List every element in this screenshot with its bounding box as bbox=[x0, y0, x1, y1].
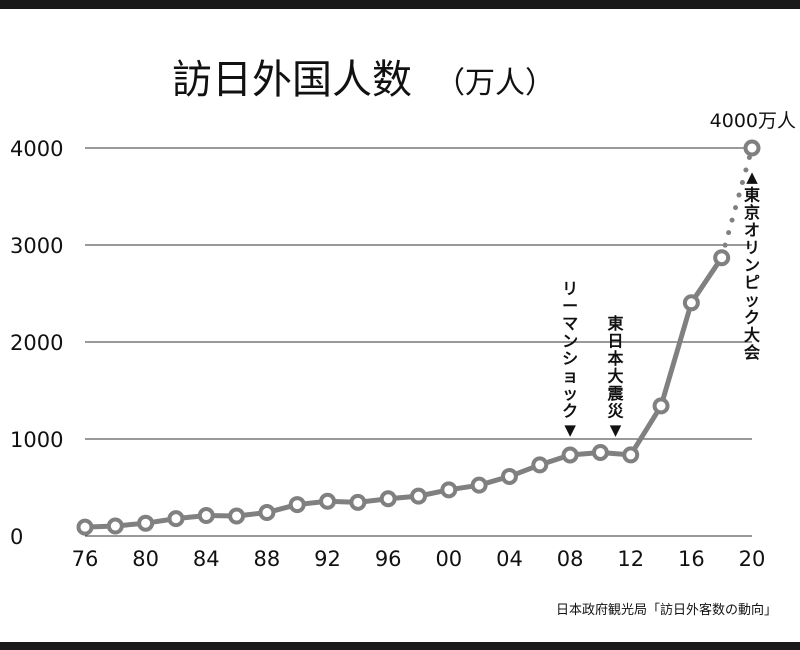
series-points bbox=[76, 139, 761, 536]
x-tick-label-00: 00 bbox=[435, 547, 462, 571]
data-point-2012 bbox=[622, 446, 640, 464]
x-tick-labels: 76 80 84 88 92 96 00 04 08 12 16 20 bbox=[72, 547, 766, 571]
data-point-1980 bbox=[137, 514, 155, 532]
data-point-1996 bbox=[379, 490, 397, 508]
x-tick-label-80: 80 bbox=[132, 547, 159, 571]
y-tick-label-4000: 4000 bbox=[10, 137, 63, 161]
y-tick-label-2000: 2000 bbox=[10, 331, 63, 355]
x-tick-label-96: 96 bbox=[375, 547, 402, 571]
data-point-2008 bbox=[561, 446, 579, 464]
x-tick-label-76: 76 bbox=[72, 547, 99, 571]
data-point-target-2020 bbox=[743, 139, 761, 157]
series-polyline bbox=[82, 255, 725, 530]
x-tick-label-08: 08 bbox=[557, 547, 584, 571]
y-tick-label-1000: 1000 bbox=[10, 428, 63, 452]
data-point-1994 bbox=[349, 493, 367, 511]
target-label: 4000万人 bbox=[710, 110, 796, 132]
annotation-arrow-lehman-shock: ▼ bbox=[564, 421, 576, 439]
data-point-1998 bbox=[410, 487, 427, 505]
x-tick-label-88: 88 bbox=[254, 547, 281, 571]
source-note: 日本政府観光局「訪日外客数の動向」 bbox=[556, 602, 777, 618]
annotations: リーマンショック▼東日本大震災▼▲東京オリンピック大会 bbox=[562, 168, 760, 439]
x-tick-label-04: 04 bbox=[496, 547, 523, 571]
data-point-1982 bbox=[167, 510, 185, 528]
data-point-1988 bbox=[258, 504, 276, 522]
data-point-2014 bbox=[652, 397, 670, 415]
top-bar bbox=[0, 0, 800, 9]
data-point-2010 bbox=[591, 443, 609, 461]
data-point-2018 bbox=[713, 249, 731, 267]
y-tick-labels: 0 1000 2000 3000 4000 bbox=[10, 137, 63, 549]
series-line bbox=[82, 145, 755, 530]
chart-title-unit: （万人） bbox=[435, 66, 555, 101]
annotation-arrow-tokyo-olympics: ▲ bbox=[746, 168, 758, 186]
data-point-2016 bbox=[682, 294, 700, 312]
annotation-text-lehman-shock: リーマンショック bbox=[562, 279, 578, 421]
annotation-arrow-great-east-japan-earthquake: ▼ bbox=[610, 421, 622, 439]
bottom-bar bbox=[0, 642, 800, 650]
data-point-2006 bbox=[531, 456, 549, 474]
chart-title: 訪日外国人数 bbox=[172, 57, 412, 103]
annotation-text-tokyo-olympics: 東京オリンピック大会 bbox=[744, 186, 760, 363]
data-point-1986 bbox=[228, 507, 246, 525]
data-point-2000 bbox=[440, 481, 458, 499]
data-point-1992 bbox=[319, 492, 337, 510]
y-tick-label-3000: 3000 bbox=[10, 234, 63, 258]
data-point-2002 bbox=[470, 476, 488, 494]
x-tick-label-84: 84 bbox=[193, 547, 220, 571]
x-tick-label-92: 92 bbox=[314, 547, 341, 571]
grid-lines bbox=[85, 147, 752, 537]
data-point-1978 bbox=[106, 517, 124, 535]
data-point-1976 bbox=[76, 518, 94, 536]
data-point-1984 bbox=[197, 507, 215, 525]
data-point-1990 bbox=[288, 496, 306, 514]
x-tick-label-16: 16 bbox=[678, 547, 705, 571]
x-tick-label-12: 12 bbox=[617, 547, 644, 571]
y-tick-label-0: 0 bbox=[10, 525, 23, 549]
x-tick-label-20: 20 bbox=[739, 547, 766, 571]
data-point-2004 bbox=[500, 467, 518, 485]
annotation-text-great-east-japan-earthquake: 東日本大震災 bbox=[607, 314, 625, 421]
